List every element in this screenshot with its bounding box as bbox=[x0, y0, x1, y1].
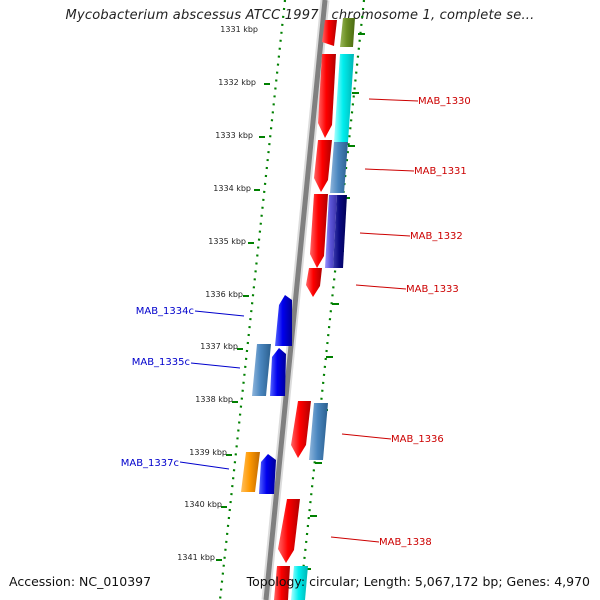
cds-feature[interactable] bbox=[275, 295, 292, 346]
cds-feature[interactable] bbox=[291, 401, 311, 458]
tick-label: 1337 kbp bbox=[200, 342, 238, 351]
gene-labels: MAB_1330 MAB_1331 MAB_1332 MAB_1333 MAB_… bbox=[121, 96, 471, 548]
tick-label: 1340 kbp bbox=[184, 500, 222, 509]
cog-feature[interactable] bbox=[334, 54, 354, 142]
cds-feature[interactable] bbox=[322, 20, 337, 46]
gene-label[interactable]: MAB_1331 bbox=[414, 166, 467, 177]
cds-feature[interactable] bbox=[310, 194, 328, 268]
cog-feature[interactable] bbox=[330, 142, 348, 193]
tick-labels: 1331 kbp 1332 kbp 1333 kbp 1334 kbp 1335… bbox=[177, 25, 258, 562]
gene-label[interactable]: MAB_1330 bbox=[418, 96, 471, 107]
cds-feature[interactable] bbox=[306, 268, 322, 297]
gene-label[interactable]: MAB_1338 bbox=[379, 537, 432, 548]
cog-feature[interactable] bbox=[333, 195, 347, 268]
accession-text: Accession: NC_010397 bbox=[9, 574, 152, 589]
tick-label: 1335 kbp bbox=[208, 237, 246, 246]
backbone-line bbox=[263, 0, 328, 600]
gene-label[interactable]: MAB_1335c bbox=[132, 357, 190, 368]
gene-label[interactable]: MAB_1333 bbox=[406, 284, 459, 295]
gene-label[interactable]: MAB_1336 bbox=[391, 434, 444, 445]
cds-feature[interactable] bbox=[259, 454, 276, 494]
tick-label: 1332 kbp bbox=[218, 78, 256, 87]
forward-cds-track bbox=[274, 20, 337, 600]
gene-label[interactable]: MAB_1332 bbox=[410, 231, 463, 242]
inner-ticks bbox=[216, 83, 270, 561]
tick-label: 1333 kbp bbox=[215, 131, 253, 140]
tick-label: 1331 kbp bbox=[220, 25, 258, 34]
cog-feature[interactable] bbox=[309, 403, 328, 460]
tick-label: 1336 kbp bbox=[205, 290, 243, 299]
cog-feature[interactable] bbox=[252, 344, 271, 396]
reverse-cds-track bbox=[241, 295, 292, 494]
cds-feature[interactable] bbox=[278, 499, 300, 563]
gene-label[interactable]: MAB_1334c bbox=[136, 306, 194, 317]
tick-label: 1339 kbp bbox=[189, 448, 227, 457]
cog-track bbox=[291, 18, 355, 600]
cds-feature[interactable] bbox=[314, 140, 332, 192]
gene-label[interactable]: MAB_1337c bbox=[121, 458, 179, 469]
cds-feature[interactable] bbox=[270, 348, 286, 396]
tick-label: 1341 kbp bbox=[177, 553, 215, 562]
cog-feature[interactable] bbox=[340, 18, 355, 47]
cds-feature[interactable] bbox=[274, 566, 290, 600]
callout-lines bbox=[179, 98, 419, 543]
tick-label: 1338 kbp bbox=[195, 395, 233, 404]
tick-label: 1334 kbp bbox=[213, 184, 251, 193]
cog-feature[interactable] bbox=[241, 452, 260, 492]
genome-summary-text: Topology: circular; Length: 5,067,172 bp… bbox=[246, 574, 590, 589]
cds-feature[interactable] bbox=[318, 54, 336, 138]
cog-feature[interactable] bbox=[291, 566, 308, 600]
